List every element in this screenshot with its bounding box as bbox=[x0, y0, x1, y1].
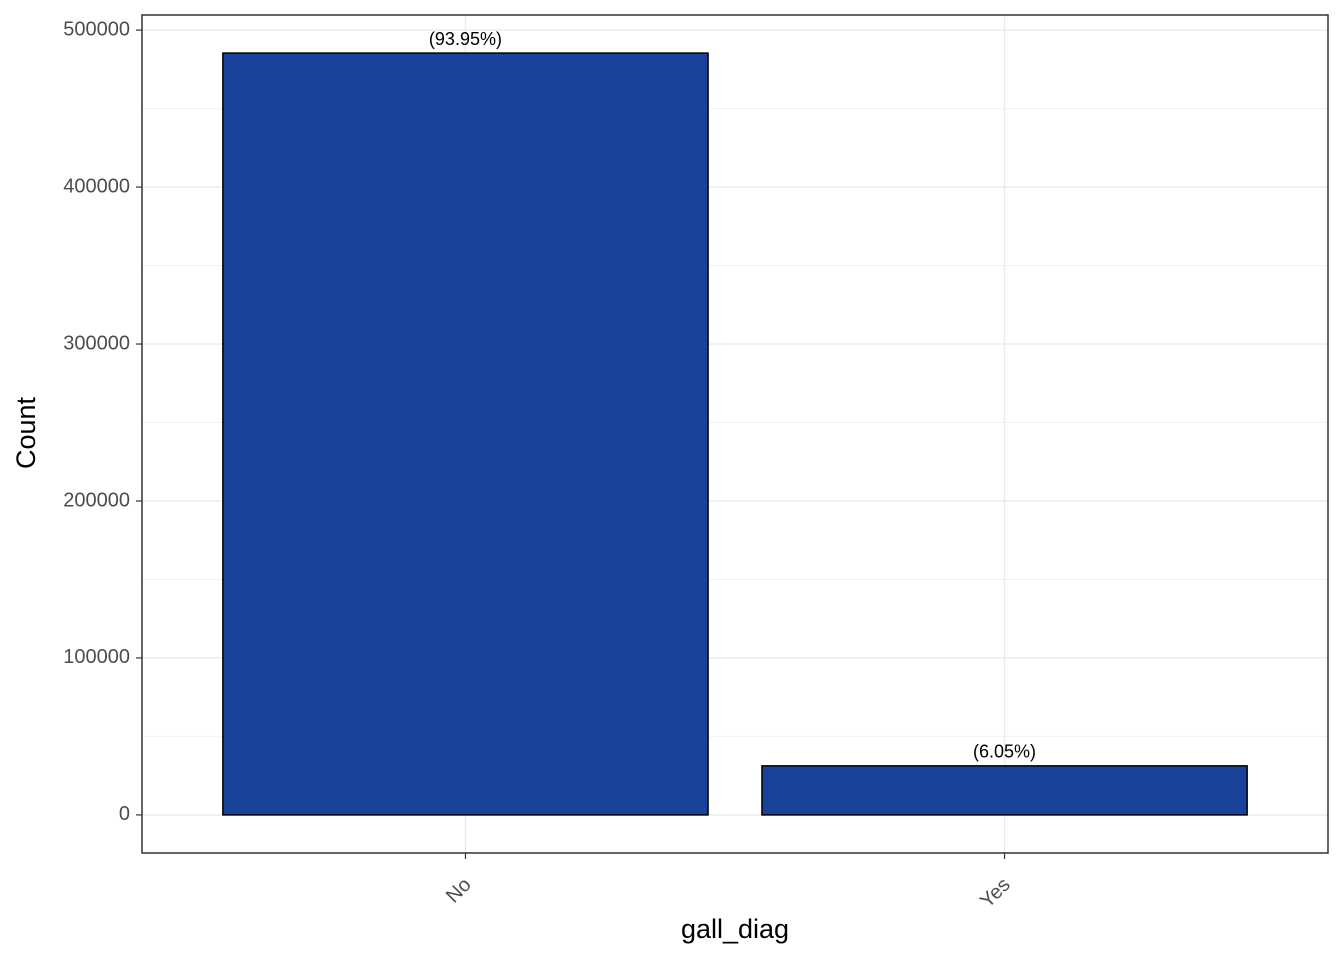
y-tick-label: 100000 bbox=[63, 646, 130, 668]
y-axis-title: Count bbox=[11, 396, 41, 469]
y-tick-label: 500000 bbox=[63, 18, 130, 40]
x-tick-label: No bbox=[442, 874, 476, 908]
y-tick-label: 300000 bbox=[63, 332, 130, 354]
y-tick-label: 200000 bbox=[63, 489, 130, 511]
x-tick-label: Yes bbox=[976, 874, 1015, 913]
bar bbox=[761, 765, 1248, 816]
bar-label: (93.95%) bbox=[429, 29, 502, 49]
x-axis-title: gall_diag bbox=[681, 914, 789, 944]
bar-label: (6.05%) bbox=[973, 742, 1036, 762]
y-tick-label: 0 bbox=[119, 803, 130, 825]
y-tick-label: 400000 bbox=[63, 175, 130, 197]
bar bbox=[222, 52, 709, 816]
panel-border bbox=[141, 14, 1329, 854]
